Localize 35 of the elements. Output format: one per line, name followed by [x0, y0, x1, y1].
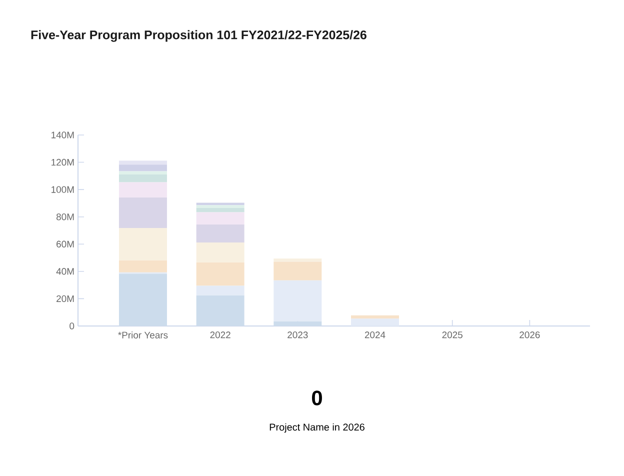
y-tick-label: 20M — [56, 295, 74, 302]
bar — [196, 224, 244, 242]
bar — [118, 228, 167, 260]
x-tick-label: 2023 — [288, 332, 308, 338]
chart-title: Five-Year Program Proposition 101 FY2021/22-FY2025/26 — [31, 30, 366, 42]
bar — [196, 286, 244, 296]
bar — [118, 164, 167, 172]
bar — [118, 160, 167, 165]
y-tick-label: 140M — [52, 132, 74, 138]
x-tick-label: 2025 — [442, 332, 462, 338]
x-tick-label: 2026 — [520, 332, 540, 338]
bar — [351, 318, 399, 326]
bar — [196, 262, 244, 286]
bar — [118, 182, 167, 198]
y-tick-label: 0 — [70, 322, 74, 330]
y-tick-label: 60M — [56, 240, 74, 248]
bar — [274, 280, 322, 322]
x-tick-label: *Prior Years — [118, 332, 168, 338]
bar — [118, 174, 167, 182]
y-tick-label: 40M — [56, 268, 74, 275]
bar — [118, 260, 167, 272]
bar — [196, 208, 244, 212]
text: Project Name in 2026 — [270, 423, 364, 433]
bar — [118, 197, 167, 228]
bar — [196, 212, 244, 224]
x-tick-label: 2024 — [364, 332, 386, 338]
y-tick-label: 100M — [52, 186, 74, 193]
y-tick-label: 80M — [56, 213, 74, 220]
bar — [274, 262, 322, 280]
y-tick-label: 120M — [52, 158, 74, 166]
x-tick-label: 2022 — [210, 332, 230, 338]
bar — [351, 315, 399, 319]
bar — [274, 258, 322, 262]
text: 0 — [312, 390, 322, 406]
bar — [196, 242, 244, 262]
